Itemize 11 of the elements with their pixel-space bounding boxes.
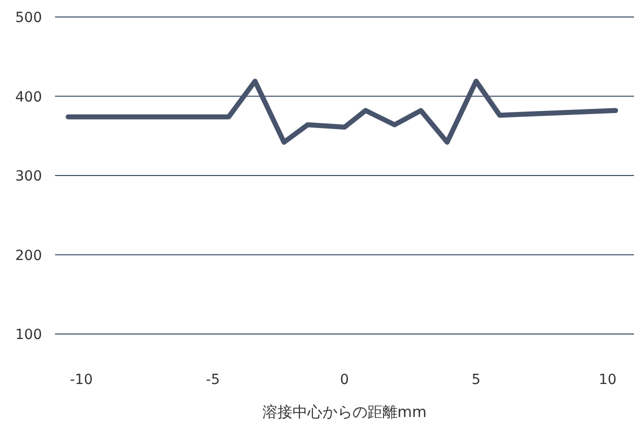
y-tick-label: 300	[15, 168, 42, 184]
x-tick-label: 10	[598, 372, 617, 388]
x-tick-label: -10	[70, 372, 93, 388]
y-tick-label: 100	[15, 327, 42, 343]
y-tick-label: 400	[15, 89, 42, 106]
y-tick-label: 200	[15, 248, 42, 264]
y-tick-label: 500	[15, 10, 42, 26]
x-tick-label: 5	[472, 372, 481, 388]
x-tick-label: 0	[340, 372, 349, 388]
x-axis-title: 溶接中心からの距離mm	[262, 403, 427, 421]
x-tick-label: -5	[206, 372, 220, 388]
